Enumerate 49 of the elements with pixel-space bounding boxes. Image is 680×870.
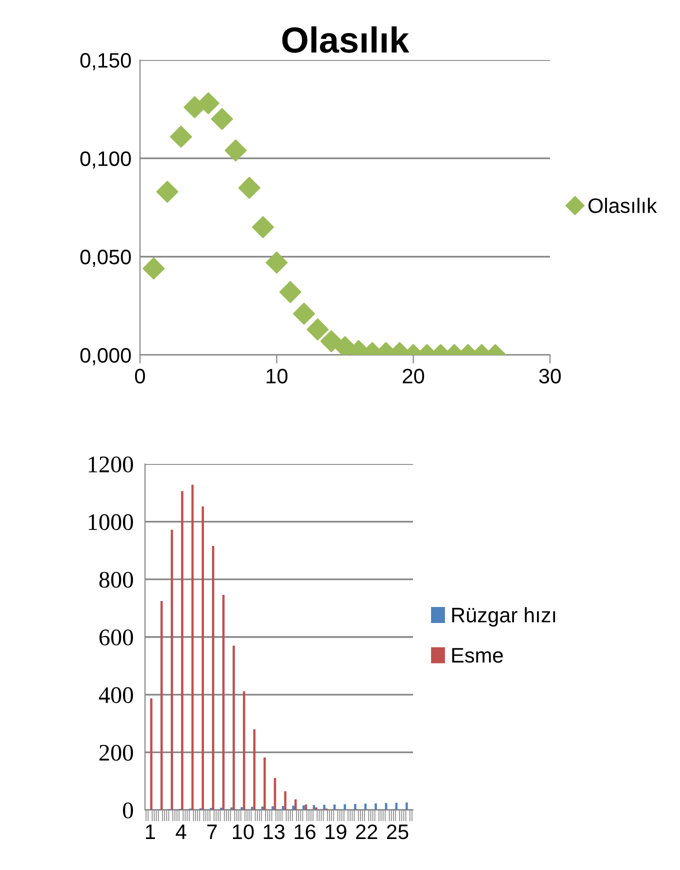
y-tick-label: 1200	[88, 456, 133, 472]
bar	[292, 806, 294, 810]
legend-label: Olasılık	[588, 198, 657, 214]
y-tick-label: 800	[99, 572, 133, 588]
legend-label: Rüzgar hızı	[452, 607, 556, 627]
x-tick-label: 25	[387, 824, 408, 840]
y-tick-label: 0,000	[80, 348, 131, 366]
bar	[344, 804, 346, 810]
y-tick-label: 200	[100, 744, 133, 761]
bar	[202, 506, 204, 810]
bar	[284, 791, 286, 810]
y-tick-label: 0,100	[80, 151, 131, 169]
chart-title: Olasılık	[282, 26, 410, 53]
legend-label: Esme	[452, 648, 503, 663]
x-tick-label: 20	[402, 368, 424, 384]
bar	[240, 807, 243, 810]
y-tick-label: 400	[98, 687, 133, 704]
bar	[253, 729, 256, 810]
x-tick-label: 13	[264, 824, 285, 840]
x-tick-label: 16	[294, 824, 316, 840]
x-tick-label: 1	[146, 824, 155, 839]
bar	[364, 804, 367, 810]
bar	[181, 491, 184, 810]
y-tick-label: 1000	[88, 514, 133, 530]
bar	[212, 546, 214, 810]
x-tick-label: 22	[356, 824, 378, 839]
x-tick-label: 7	[207, 824, 217, 839]
bar	[272, 806, 274, 810]
x-tick-label: 30	[539, 368, 561, 384]
bar	[406, 802, 408, 810]
x-tick-label: 10	[232, 824, 254, 840]
bar	[150, 698, 152, 810]
y-tick-label: 600	[99, 629, 133, 646]
bar	[264, 758, 266, 810]
x-tick-label: 0	[135, 368, 145, 384]
bar	[232, 646, 235, 810]
bar	[261, 806, 264, 810]
x-tick-label: 19	[326, 824, 346, 840]
x-tick-label: 10	[266, 368, 288, 384]
bar	[354, 804, 356, 810]
x-tick-label: 4	[176, 824, 186, 839]
bar	[312, 805, 316, 810]
bar	[323, 804, 326, 810]
y-tick-label: 0	[122, 802, 133, 818]
bar	[302, 805, 305, 810]
y-tick-label: 0,150	[80, 53, 131, 70]
bar	[374, 803, 377, 810]
y-tick-label: 0,050	[80, 250, 131, 267]
bar	[315, 807, 318, 810]
